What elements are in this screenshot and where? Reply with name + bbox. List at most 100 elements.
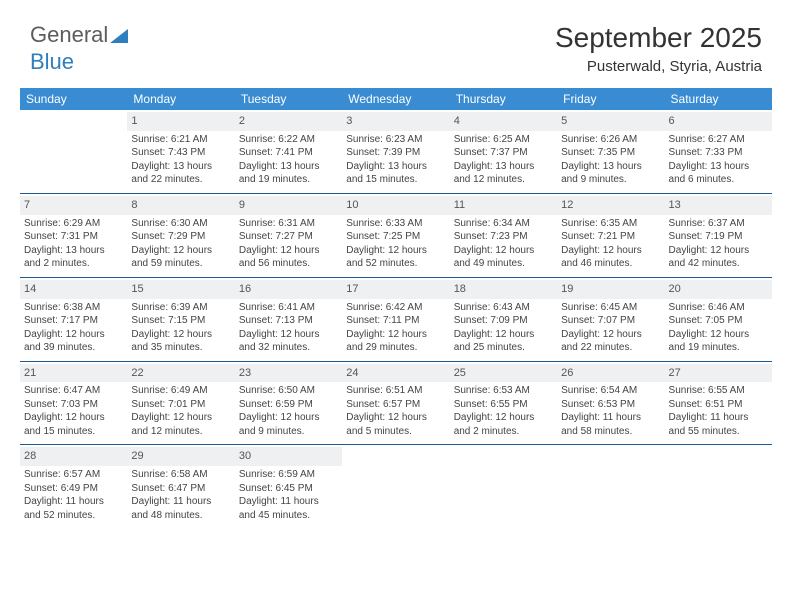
sunrise-text: Sunrise: 6:23 AM <box>346 133 445 147</box>
daylight1-text: Daylight: 12 hours <box>131 244 230 258</box>
day-cell: 12Sunrise: 6:35 AMSunset: 7:21 PMDayligh… <box>557 194 664 277</box>
daylight2-text: and 46 minutes. <box>561 257 660 271</box>
sunset-text: Sunset: 7:43 PM <box>131 146 230 160</box>
daylight2-text: and 9 minutes. <box>239 425 338 439</box>
day-cell: 28Sunrise: 6:57 AMSunset: 6:49 PMDayligh… <box>20 445 127 528</box>
day-cell: 4Sunrise: 6:25 AMSunset: 7:37 PMDaylight… <box>450 110 557 193</box>
daylight2-text: and 2 minutes. <box>24 257 123 271</box>
blank-cell <box>665 445 772 528</box>
day-cell: 1Sunrise: 6:21 AMSunset: 7:43 PMDaylight… <box>127 110 234 193</box>
daylight1-text: Daylight: 13 hours <box>346 160 445 174</box>
day-number: 25 <box>450 364 557 383</box>
day-cell: 3Sunrise: 6:23 AMSunset: 7:39 PMDaylight… <box>342 110 449 193</box>
daylight1-text: Daylight: 13 hours <box>239 160 338 174</box>
day-number: 3 <box>342 112 449 131</box>
sunset-text: Sunset: 6:53 PM <box>561 398 660 412</box>
day-number: 17 <box>342 280 449 299</box>
day-number: 22 <box>127 364 234 383</box>
day-number: 18 <box>450 280 557 299</box>
daylight1-text: Daylight: 12 hours <box>239 244 338 258</box>
day-number: 13 <box>665 196 772 215</box>
sunset-text: Sunset: 7:37 PM <box>454 146 553 160</box>
daylight2-text: and 22 minutes. <box>561 341 660 355</box>
day-cell: 24Sunrise: 6:51 AMSunset: 6:57 PMDayligh… <box>342 362 449 445</box>
sunset-text: Sunset: 7:05 PM <box>669 314 768 328</box>
daylight1-text: Daylight: 12 hours <box>561 328 660 342</box>
sunrise-text: Sunrise: 6:43 AM <box>454 301 553 315</box>
daylight1-text: Daylight: 12 hours <box>346 411 445 425</box>
daylight1-text: Daylight: 11 hours <box>239 495 338 509</box>
week-row: 7Sunrise: 6:29 AMSunset: 7:31 PMDaylight… <box>20 194 772 278</box>
daylight1-text: Daylight: 12 hours <box>131 411 230 425</box>
sunrise-text: Sunrise: 6:37 AM <box>669 217 768 231</box>
daylight1-text: Daylight: 12 hours <box>346 244 445 258</box>
blank-cell <box>450 445 557 528</box>
day-number: 19 <box>557 280 664 299</box>
sunset-text: Sunset: 6:45 PM <box>239 482 338 496</box>
sunrise-text: Sunrise: 6:27 AM <box>669 133 768 147</box>
sunrise-text: Sunrise: 6:26 AM <box>561 133 660 147</box>
daylight2-text: and 59 minutes. <box>131 257 230 271</box>
daylight1-text: Daylight: 12 hours <box>24 328 123 342</box>
weekday-label: Thursday <box>450 88 557 110</box>
logo: General Blue <box>30 22 128 75</box>
weekday-label: Friday <box>557 88 664 110</box>
sunset-text: Sunset: 7:29 PM <box>131 230 230 244</box>
daylight1-text: Daylight: 12 hours <box>346 328 445 342</box>
sunrise-text: Sunrise: 6:38 AM <box>24 301 123 315</box>
daylight1-text: Daylight: 12 hours <box>669 328 768 342</box>
sunset-text: Sunset: 6:47 PM <box>131 482 230 496</box>
day-cell: 14Sunrise: 6:38 AMSunset: 7:17 PMDayligh… <box>20 278 127 361</box>
week-row: 1Sunrise: 6:21 AMSunset: 7:43 PMDaylight… <box>20 110 772 194</box>
sunset-text: Sunset: 7:21 PM <box>561 230 660 244</box>
day-cell: 5Sunrise: 6:26 AMSunset: 7:35 PMDaylight… <box>557 110 664 193</box>
daylight1-text: Daylight: 12 hours <box>239 328 338 342</box>
day-number: 15 <box>127 280 234 299</box>
day-number: 30 <box>235 447 342 466</box>
sunset-text: Sunset: 7:11 PM <box>346 314 445 328</box>
sunset-text: Sunset: 7:23 PM <box>454 230 553 244</box>
weekday-header: Sunday Monday Tuesday Wednesday Thursday… <box>20 88 772 110</box>
day-cell: 7Sunrise: 6:29 AMSunset: 7:31 PMDaylight… <box>20 194 127 277</box>
blank-cell <box>557 445 664 528</box>
daylight2-text: and 56 minutes. <box>239 257 338 271</box>
day-cell: 29Sunrise: 6:58 AMSunset: 6:47 PMDayligh… <box>127 445 234 528</box>
sunset-text: Sunset: 7:01 PM <box>131 398 230 412</box>
sunset-text: Sunset: 6:51 PM <box>669 398 768 412</box>
day-cell: 13Sunrise: 6:37 AMSunset: 7:19 PMDayligh… <box>665 194 772 277</box>
daylight2-text: and 42 minutes. <box>669 257 768 271</box>
day-cell: 9Sunrise: 6:31 AMSunset: 7:27 PMDaylight… <box>235 194 342 277</box>
sunrise-text: Sunrise: 6:46 AM <box>669 301 768 315</box>
logo-triangle-icon <box>110 23 128 49</box>
daylight1-text: Daylight: 12 hours <box>239 411 338 425</box>
day-cell: 26Sunrise: 6:54 AMSunset: 6:53 PMDayligh… <box>557 362 664 445</box>
day-cell: 20 Sunrise: 6:46 AMSunset: 7:05 PMDayligh… <box>665 278 772 361</box>
daylight1-text: Daylight: 11 hours <box>669 411 768 425</box>
sunset-text: Sunset: 7:27 PM <box>239 230 338 244</box>
logo-text-2: Blue <box>30 49 74 74</box>
sunset-text: Sunset: 7:41 PM <box>239 146 338 160</box>
daylight2-text: and 15 minutes. <box>346 173 445 187</box>
blank-cell <box>20 110 127 193</box>
daylight1-text: Daylight: 13 hours <box>131 160 230 174</box>
sunrise-text: Sunrise: 6:45 AM <box>561 301 660 315</box>
daylight2-text: and 12 minutes. <box>454 173 553 187</box>
sunrise-text: Sunrise: 6:31 AM <box>239 217 338 231</box>
sunrise-text: Sunrise: 6:25 AM <box>454 133 553 147</box>
daylight1-text: Daylight: 12 hours <box>561 244 660 258</box>
daylight1-text: Daylight: 12 hours <box>454 244 553 258</box>
day-cell: 15Sunrise: 6:39 AMSunset: 7:15 PMDayligh… <box>127 278 234 361</box>
daylight2-text: and 52 minutes. <box>24 509 123 523</box>
daylight2-text: and 19 minutes. <box>239 173 338 187</box>
sunrise-text: Sunrise: 6:41 AM <box>239 301 338 315</box>
day-cell: 6Sunrise: 6:27 AMSunset: 7:33 PMDaylight… <box>665 110 772 193</box>
daylight2-text: and 19 minutes. <box>669 341 768 355</box>
day-number: 14 <box>20 280 127 299</box>
day-number: 20 <box>665 280 772 299</box>
sunset-text: Sunset: 7:25 PM <box>346 230 445 244</box>
day-cell: 17Sunrise: 6:42 AMSunset: 7:11 PMDayligh… <box>342 278 449 361</box>
sunrise-text: Sunrise: 6:39 AM <box>131 301 230 315</box>
weekday-label: Tuesday <box>235 88 342 110</box>
day-number: 11 <box>450 196 557 215</box>
title-block: September 2025 Pusterwald, Styria, Austr… <box>555 22 762 75</box>
